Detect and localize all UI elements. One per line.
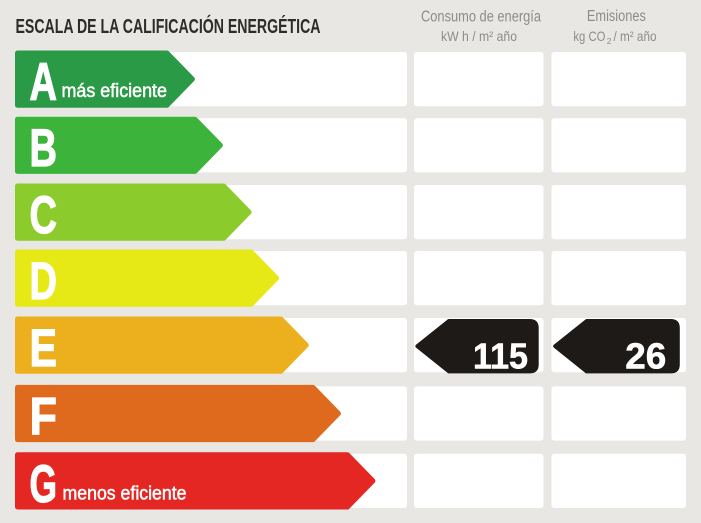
- svg-text:C: C: [30, 186, 58, 245]
- svg-text:G: G: [30, 455, 58, 514]
- svg-text:kW h / m² año: kW h / m² año: [441, 28, 517, 44]
- svg-text:A: A: [30, 53, 58, 112]
- svg-text:/ m² año: / m² año: [614, 28, 657, 44]
- svg-text:2: 2: [607, 36, 612, 46]
- svg-text:26: 26: [625, 336, 666, 377]
- svg-text:Emisiones: Emisiones: [587, 8, 646, 25]
- svg-text:menos eficiente: menos eficiente: [63, 484, 187, 505]
- svg-text:F: F: [30, 387, 58, 446]
- svg-text:115: 115: [473, 336, 528, 377]
- svg-text:D: D: [30, 252, 58, 311]
- svg-text:B: B: [30, 119, 58, 178]
- svg-text:más eficiente: más eficiente: [62, 81, 168, 102]
- svg-text:Consumo de energía: Consumo de energía: [421, 8, 541, 25]
- svg-text:kg CO: kg CO: [573, 28, 605, 44]
- svg-text:ESCALA DE LA CALIFICACIÓN ENER: ESCALA DE LA CALIFICACIÓN ENERGÉTICA: [16, 14, 321, 38]
- svg-text:E: E: [30, 319, 58, 378]
